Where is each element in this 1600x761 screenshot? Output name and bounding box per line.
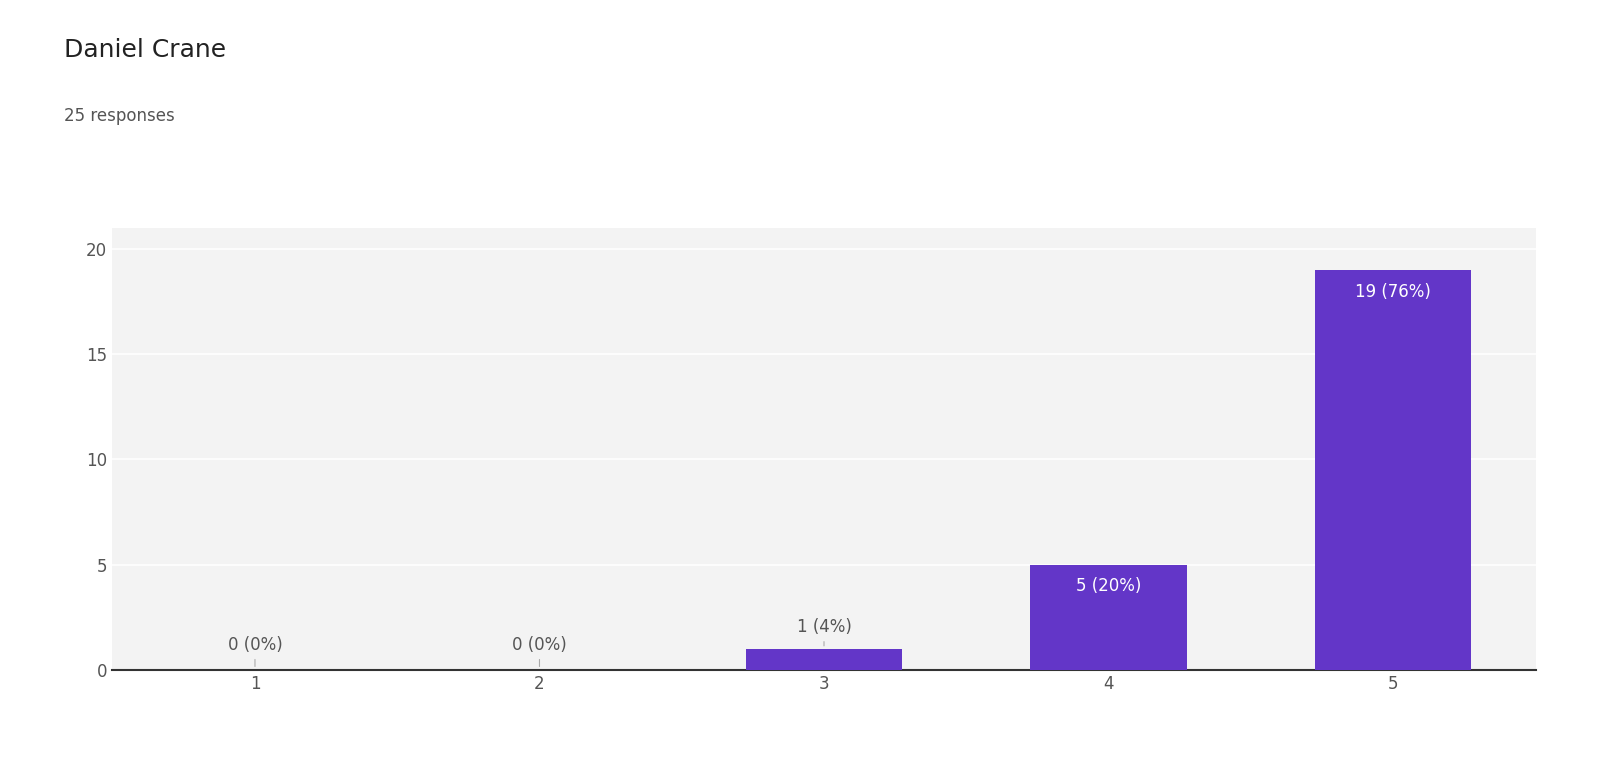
Bar — [1315, 270, 1472, 670]
Text: 19 (76%): 19 (76%) — [1355, 283, 1430, 301]
Text: 25 responses: 25 responses — [64, 107, 174, 125]
Text: Daniel Crane: Daniel Crane — [64, 38, 226, 62]
Text: 1 (4%): 1 (4%) — [797, 618, 851, 646]
Text: 0 (0%): 0 (0%) — [227, 636, 282, 667]
Text: 5 (20%): 5 (20%) — [1075, 577, 1141, 595]
Text: 0 (0%): 0 (0%) — [512, 636, 566, 667]
Bar — [746, 648, 902, 670]
Bar — [1030, 565, 1187, 670]
